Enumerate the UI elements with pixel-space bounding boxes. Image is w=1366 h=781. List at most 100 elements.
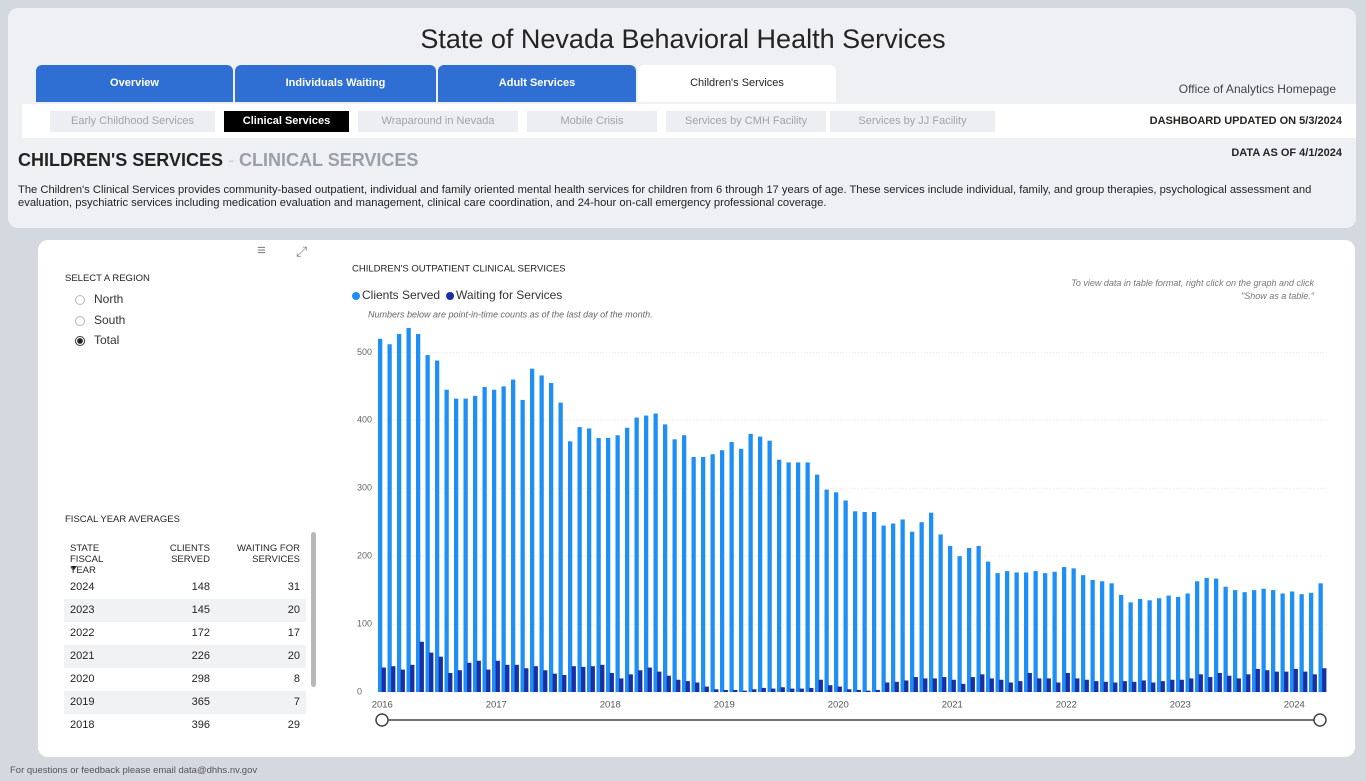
bar [454, 398, 459, 692]
subtab-active[interactable]: Clinical Services [224, 111, 349, 132]
bar [514, 664, 519, 692]
data-as-of: DATA AS OF 4/1/2024 [1231, 147, 1342, 159]
subtab[interactable]: Wraparound in Nevada [358, 111, 518, 132]
bar [486, 669, 491, 692]
bar [853, 511, 858, 692]
bar [657, 671, 662, 692]
bar [929, 512, 934, 692]
bar [438, 656, 443, 692]
bar [980, 674, 985, 692]
bar [606, 437, 611, 692]
table-cell: 7 [293, 696, 300, 708]
tab[interactable]: Overview [36, 65, 233, 102]
bar [923, 678, 928, 692]
bar [1217, 672, 1222, 692]
heading-separator: - [228, 150, 235, 170]
bar [435, 360, 440, 692]
tab[interactable]: Individuals Waiting [235, 65, 436, 102]
bar [818, 679, 823, 692]
bar [1170, 679, 1175, 692]
bar [558, 402, 563, 692]
table-cell: 20 [287, 650, 300, 662]
region-option[interactable]: South [75, 313, 125, 327]
bar [406, 327, 411, 692]
bar [419, 641, 424, 692]
table-cell: 2023 [70, 604, 95, 616]
bar [938, 534, 943, 692]
column-header[interactable]: CLIENTS SERVED [169, 543, 210, 565]
bar [1322, 668, 1327, 692]
bar [723, 689, 728, 692]
bar [875, 689, 880, 692]
bar [685, 681, 690, 692]
bar [530, 368, 535, 692]
subtab[interactable]: Early Childhood Services [50, 111, 215, 132]
region-option-selected[interactable]: Total [75, 333, 119, 347]
bar [1189, 678, 1194, 692]
bar [729, 442, 734, 692]
heading-section: CHILDREN'S SERVICES [18, 150, 223, 170]
x-tick-label: 2017 [486, 700, 507, 711]
bar [1204, 577, 1209, 692]
bar [1208, 677, 1213, 692]
column-header[interactable]: WAITING FOR SERVICES [237, 543, 300, 565]
bar [1246, 674, 1251, 692]
x-tick-label: 2021 [942, 700, 963, 711]
bar [957, 556, 962, 692]
bar [638, 670, 643, 692]
region-label: SELECT A REGION [65, 273, 150, 284]
bar [767, 440, 772, 692]
bar [761, 687, 766, 692]
bar [1109, 583, 1114, 692]
bar [1100, 581, 1105, 692]
homepage-link[interactable]: Office of Analytics Homepage [1178, 82, 1336, 96]
x-tick-label: 2016 [372, 700, 393, 711]
bar [1024, 572, 1029, 692]
bar [400, 669, 405, 692]
tab[interactable]: Adult Services [438, 65, 636, 102]
bar [387, 344, 392, 692]
bar [701, 456, 706, 692]
bar [885, 682, 890, 692]
bar [710, 454, 715, 692]
bar [647, 667, 652, 692]
bar [1090, 579, 1095, 692]
bar [1005, 571, 1010, 692]
bar [596, 437, 601, 692]
content-panel [38, 240, 1355, 757]
focus-icon[interactable]: ⤢ [296, 243, 308, 259]
bar [748, 433, 753, 692]
bar [1094, 681, 1099, 692]
bar [904, 680, 909, 692]
subtab[interactable]: Services by CMH Facility [666, 111, 826, 132]
slider-handle[interactable] [1313, 713, 1327, 727]
table-row: 2023 145 20 [64, 599, 306, 622]
bar [1151, 682, 1156, 692]
bar [410, 664, 415, 692]
scrollbar[interactable] [311, 532, 316, 687]
bar [467, 662, 472, 692]
filter-icon[interactable]: ≡ [257, 242, 266, 259]
subtab[interactable]: Services by JJ Facility [830, 111, 995, 132]
bar [758, 436, 763, 692]
bar [628, 674, 633, 692]
bar [463, 398, 468, 692]
bar [666, 675, 671, 692]
table-cell: 8 [293, 673, 300, 685]
tab-active[interactable]: Children's Services [638, 65, 836, 102]
subtab[interactable]: Mobile Crisis [527, 111, 657, 132]
bar [1014, 572, 1019, 692]
table-cell: 2024 [70, 581, 95, 593]
bar [448, 672, 453, 692]
table-cell: 145 [191, 604, 210, 616]
column-header[interactable]: STATE FISCAL YEAR [70, 543, 103, 576]
slider-handle[interactable] [375, 713, 389, 727]
bar [1037, 678, 1042, 692]
table-row: 2021 226 20 [64, 645, 306, 668]
bar [425, 355, 430, 692]
bar [961, 683, 966, 692]
bar [381, 667, 386, 692]
region-option[interactable]: North [75, 292, 123, 306]
bar [872, 512, 877, 692]
legend-label: Waiting for Services [456, 288, 562, 302]
